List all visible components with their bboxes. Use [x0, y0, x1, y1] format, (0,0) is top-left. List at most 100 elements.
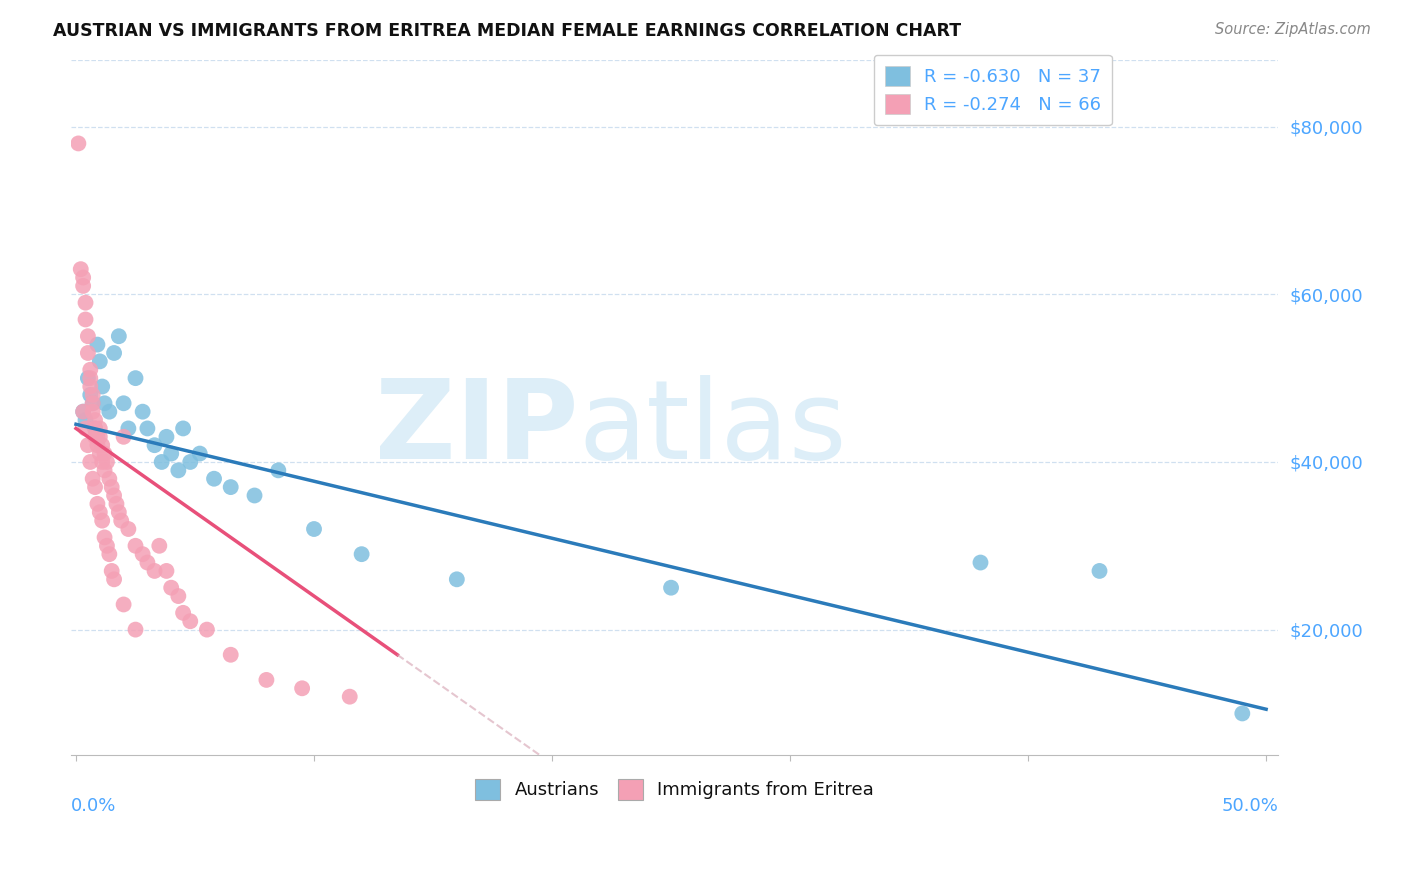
Point [112, 598, 135, 612]
Point [89, 446, 111, 460]
Point [195, 623, 218, 637]
Point [117, 522, 139, 536]
Point [112, 430, 135, 444]
Point [267, 463, 290, 477]
Point [89, 421, 111, 435]
Point [188, 446, 211, 460]
Point [124, 539, 146, 553]
Text: 0.0%: 0.0% [72, 797, 117, 815]
Point [96, 539, 118, 553]
Text: ZIP: ZIP [375, 375, 578, 482]
Point [91, 438, 114, 452]
Point [93, 530, 115, 544]
Point [79, 363, 101, 377]
Point [93, 446, 115, 460]
Point [77, 329, 100, 343]
Point [79, 379, 101, 393]
Point [112, 396, 135, 410]
Point [91, 514, 114, 528]
Point [86, 430, 108, 444]
Point [446, 572, 468, 586]
Point [77, 438, 100, 452]
Point [82, 396, 104, 410]
Point [110, 514, 132, 528]
Point [75, 413, 97, 427]
Point [100, 480, 122, 494]
Point [131, 547, 153, 561]
Point [143, 438, 166, 452]
Point [82, 396, 104, 410]
Point [91, 455, 114, 469]
Point [1232, 706, 1254, 721]
Point [172, 606, 194, 620]
Point [160, 581, 183, 595]
Point [131, 405, 153, 419]
Point [75, 295, 97, 310]
Point [82, 405, 104, 419]
Point [75, 421, 97, 435]
Point [659, 581, 682, 595]
Point [75, 312, 97, 326]
Point [77, 371, 100, 385]
Point [1088, 564, 1111, 578]
Point [172, 421, 194, 435]
Point [108, 505, 131, 519]
Point [117, 421, 139, 435]
Point [148, 539, 170, 553]
Point [124, 623, 146, 637]
Point [143, 564, 166, 578]
Point [350, 547, 373, 561]
Point [219, 480, 242, 494]
Point [72, 405, 94, 419]
Point [79, 371, 101, 385]
Point [155, 430, 177, 444]
Point [179, 614, 201, 628]
Point [96, 455, 118, 469]
Point [86, 497, 108, 511]
Point [67, 136, 90, 151]
Point [84, 421, 107, 435]
Point [167, 589, 190, 603]
Text: 50.0%: 50.0% [1222, 797, 1278, 815]
Point [79, 455, 101, 469]
Point [93, 463, 115, 477]
Point [89, 430, 111, 444]
Point [167, 463, 190, 477]
Legend: Austrians, Immigrants from Eritrea: Austrians, Immigrants from Eritrea [467, 770, 883, 809]
Point [179, 455, 201, 469]
Point [105, 497, 128, 511]
Point [72, 270, 94, 285]
Point [82, 388, 104, 402]
Point [86, 438, 108, 452]
Point [77, 346, 100, 360]
Point [89, 505, 111, 519]
Point [72, 405, 94, 419]
Point [103, 488, 125, 502]
Point [103, 572, 125, 586]
Point [136, 421, 159, 435]
Point [84, 430, 107, 444]
Point [124, 371, 146, 385]
Point [969, 556, 991, 570]
Point [243, 488, 266, 502]
Point [84, 480, 107, 494]
Point [79, 388, 101, 402]
Point [160, 446, 183, 460]
Point [103, 346, 125, 360]
Point [89, 354, 111, 368]
Point [108, 329, 131, 343]
Point [98, 547, 121, 561]
Text: Source: ZipAtlas.com: Source: ZipAtlas.com [1215, 22, 1371, 37]
Point [82, 472, 104, 486]
Point [98, 472, 121, 486]
Point [84, 421, 107, 435]
Point [84, 413, 107, 427]
Point [72, 279, 94, 293]
Point [155, 564, 177, 578]
Point [150, 455, 173, 469]
Point [254, 673, 277, 687]
Point [86, 337, 108, 351]
Point [93, 396, 115, 410]
Point [136, 556, 159, 570]
Point [202, 472, 225, 486]
